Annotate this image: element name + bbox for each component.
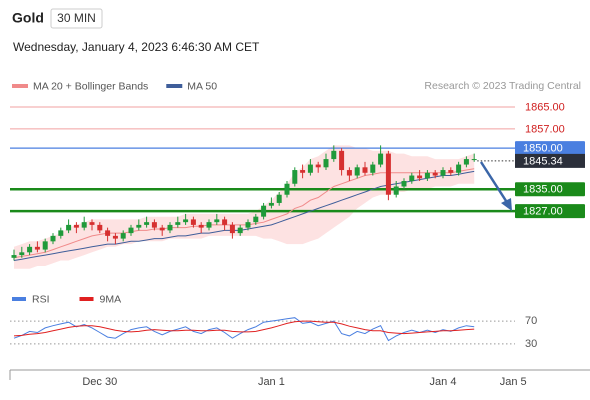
x-tick-label: Dec 30 — [82, 376, 117, 388]
candle-body — [81, 222, 87, 228]
candle-body — [417, 175, 423, 179]
legend-swatch — [166, 84, 183, 88]
legend-label: MA 50 — [187, 80, 217, 92]
candle-body — [292, 170, 298, 184]
candle-body — [190, 219, 196, 225]
subtitle: Wednesday, January 4, 2023 6:46:30 AM CE… — [13, 40, 260, 54]
plot: 1865.00 1857.00 1850.00 1835.00 1827.00 1845.… — [10, 80, 585, 388]
level-label: 1865.00 — [525, 101, 565, 113]
candle-body — [261, 205, 267, 217]
candle-body — [471, 159, 477, 161]
source: Research © 2023 Trading Central — [424, 80, 581, 92]
candle-body — [97, 224, 103, 231]
candle-body — [424, 172, 430, 179]
candle-body — [19, 252, 25, 256]
candle-body — [385, 153, 391, 195]
chart-title: Gold — [12, 10, 44, 26]
legend-swatch — [12, 84, 28, 88]
candle-body — [198, 224, 204, 228]
candle-body — [11, 255, 17, 258]
legend-label: MA 20 + Bollinger Bands — [33, 80, 148, 92]
candle-body — [206, 222, 212, 228]
candle-body — [323, 159, 329, 168]
candle-body — [378, 153, 384, 165]
x-tick-label: Jan 4 — [430, 376, 457, 388]
x-tick-label: Jan 5 — [500, 376, 527, 388]
candle-body — [284, 183, 290, 195]
legend-swatch — [79, 297, 94, 301]
level-label: 1827.00 — [523, 206, 563, 218]
candle-body — [401, 181, 407, 187]
series-line — [13, 320, 475, 337]
candle-body — [229, 224, 235, 234]
candle-body — [440, 170, 446, 176]
interval-box — [50, 8, 103, 29]
level-label: 1857.00 — [525, 123, 565, 135]
interval: 30 MIN — [57, 11, 96, 25]
candle-body — [151, 222, 157, 228]
candle-body — [144, 222, 150, 225]
candle-body — [448, 170, 454, 173]
level-label-box — [515, 204, 585, 219]
candle-body — [167, 224, 173, 231]
moving-average — [13, 168, 475, 259]
candle-body — [354, 167, 360, 176]
y-tick-label: 30 — [525, 338, 537, 350]
forecast-arrow — [479, 161, 510, 205]
candle-body — [175, 222, 181, 225]
y-tick-label: 70 — [525, 315, 537, 327]
candle-body — [112, 235, 118, 239]
level-label: 1850.00 — [523, 143, 563, 155]
candle-body — [409, 175, 415, 182]
candle-body — [300, 170, 306, 173]
x-tick-label: Jan 1 — [258, 376, 285, 388]
candle-body — [58, 230, 64, 236]
moving-average — [13, 170, 475, 261]
bollinger-band — [14, 145, 475, 269]
forecast-arrow-head — [501, 198, 512, 211]
legend-label: 9MA — [100, 293, 122, 305]
candle-body — [339, 150, 345, 171]
candle-body — [237, 227, 243, 234]
last-price-box — [515, 153, 585, 168]
candle-body — [89, 222, 95, 225]
candle-body — [245, 222, 251, 228]
candle-body — [214, 219, 220, 223]
candle-body — [268, 202, 274, 206]
level-label-box — [515, 182, 585, 197]
candle-body — [34, 246, 40, 250]
candle-body — [66, 224, 72, 231]
candle-body — [128, 227, 134, 234]
legend-label: RSI — [32, 293, 50, 305]
candle-body — [183, 219, 189, 223]
candle-body — [73, 224, 79, 228]
candle-body — [362, 167, 368, 173]
candle-body — [331, 150, 337, 160]
level-label: 1835.00 — [523, 184, 563, 196]
candle-body — [456, 164, 462, 173]
candle-body — [307, 164, 313, 173]
candle-body — [370, 164, 376, 173]
candle-body — [42, 241, 48, 250]
legend-swatch — [12, 297, 26, 301]
candle-body — [432, 172, 438, 176]
candle-body — [346, 170, 352, 176]
candle-body — [50, 235, 56, 242]
candle-body — [159, 227, 165, 231]
candle-body — [105, 230, 111, 236]
candle-body — [222, 219, 228, 225]
last-price-label: 1845.34 — [523, 155, 563, 167]
candle-body — [253, 216, 259, 223]
candle-body — [393, 186, 399, 195]
level-label-box — [515, 141, 585, 156]
candle-body — [136, 224, 142, 228]
candle-body — [463, 159, 469, 165]
candle-body — [276, 194, 282, 203]
candle-body — [315, 164, 321, 168]
candle-body — [27, 246, 33, 253]
candle-body — [120, 233, 126, 239]
